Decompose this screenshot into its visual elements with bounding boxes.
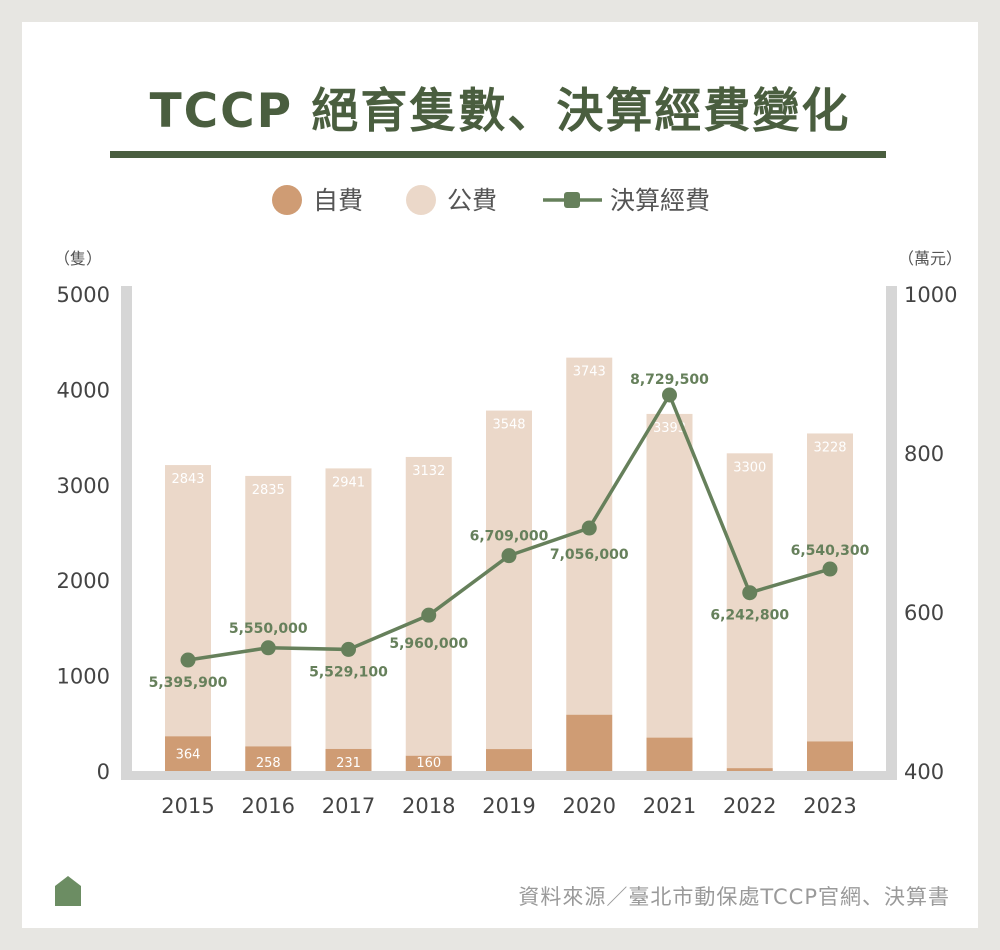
budget-point bbox=[341, 641, 356, 657]
chart-title: TCCP 絕育隻數、決算經費變化 bbox=[149, 84, 851, 139]
bar-self-paid bbox=[245, 746, 292, 771]
legend-marker-budget bbox=[564, 192, 580, 208]
bar-public-paid-label: 2835 bbox=[252, 483, 285, 498]
bar-self-paid bbox=[646, 737, 693, 771]
budget-data-label: 6,242,800 bbox=[710, 608, 789, 624]
bar-self-paid-label: 231 bbox=[336, 756, 361, 771]
bar-self-paid bbox=[807, 741, 853, 771]
bar-public-paid bbox=[486, 410, 532, 750]
budget-point bbox=[662, 387, 677, 403]
bar-public-paid-label: 2941 bbox=[332, 475, 365, 490]
legend-label-public-paid: 公費 bbox=[447, 186, 497, 215]
bar-public-paid bbox=[165, 465, 211, 737]
y2-tick-label: 400 bbox=[904, 760, 944, 784]
budget-data-label: 5,529,100 bbox=[309, 664, 388, 680]
bar-self-paid bbox=[486, 749, 532, 771]
y-tick-label: 1000 bbox=[57, 665, 110, 689]
bar-public-paid bbox=[405, 456, 452, 756]
x-tick-label: 2016 bbox=[242, 794, 295, 818]
bar-public-paid bbox=[807, 433, 853, 742]
bar-public-paid bbox=[245, 475, 292, 747]
bar-self-paid bbox=[165, 736, 211, 771]
y2-tick-label: 800 bbox=[904, 442, 944, 466]
bar-public-paid-label: 2843 bbox=[171, 472, 204, 487]
bar-public-paid-label: 3393 bbox=[653, 421, 686, 436]
bar-public-paid-label: 3548 bbox=[492, 418, 525, 433]
x-tick-label: 2023 bbox=[803, 794, 856, 818]
budget-point bbox=[180, 652, 196, 668]
x-tick-label: 2020 bbox=[563, 794, 616, 818]
bar-public-paid-label: 3132 bbox=[412, 464, 445, 479]
title-underline bbox=[110, 151, 886, 158]
budget-data-label: 6,709,000 bbox=[470, 529, 549, 545]
budget-data-label: 8,729,500 bbox=[630, 372, 709, 388]
budget-data-label: 6,540,300 bbox=[791, 543, 870, 559]
bar-public-paid bbox=[325, 468, 372, 749]
x-tick-label: 2017 bbox=[322, 794, 375, 818]
bar-self-paid bbox=[325, 748, 372, 771]
y-tick-label: 5000 bbox=[57, 283, 110, 307]
bar-self-paid bbox=[726, 768, 773, 771]
budget-data-label: 5,395,900 bbox=[149, 675, 228, 691]
bar-public-paid bbox=[646, 413, 693, 738]
y2-axis-unit-label: （萬元） bbox=[898, 249, 962, 268]
bar-self-paid-label: 160 bbox=[416, 756, 441, 771]
budget-point bbox=[421, 607, 437, 623]
legend-label-budget: 決算經費 bbox=[610, 186, 710, 215]
bar-self-paid-label: 364 bbox=[176, 747, 201, 762]
y-tick-label: 3000 bbox=[57, 474, 110, 498]
legend-swatch-public-paid bbox=[406, 185, 436, 215]
x-tick-label: 2022 bbox=[723, 794, 776, 818]
bar-self-paid-label: 258 bbox=[256, 756, 281, 771]
bar-self-paid bbox=[566, 714, 613, 771]
bar-public-paid-label: 3743 bbox=[573, 365, 606, 380]
right-axis-line bbox=[886, 286, 897, 778]
left-axis-line bbox=[121, 286, 132, 778]
y-tick-label: 2000 bbox=[57, 569, 110, 593]
legend-label-self-paid: 自費 bbox=[313, 186, 363, 215]
x-axis-line bbox=[121, 771, 897, 780]
bar-public-paid-label: 3300 bbox=[733, 460, 766, 475]
budget-point bbox=[581, 520, 597, 536]
bar-self-paid bbox=[405, 755, 452, 771]
budget-point bbox=[501, 548, 517, 564]
y-tick-label: 0 bbox=[97, 760, 110, 784]
legend-swatch-self-paid bbox=[272, 185, 302, 215]
x-tick-label: 2021 bbox=[643, 794, 696, 818]
home-icon bbox=[55, 876, 81, 906]
bar-public-paid bbox=[726, 453, 773, 769]
y-tick-label: 4000 bbox=[57, 378, 110, 402]
x-tick-label: 2018 bbox=[402, 794, 455, 818]
x-tick-label: 2019 bbox=[482, 794, 535, 818]
budget-point bbox=[260, 640, 276, 656]
y2-tick-label: 1000 bbox=[904, 283, 957, 307]
budget-data-label: 7,056,000 bbox=[550, 547, 629, 563]
y2-tick-label: 600 bbox=[904, 601, 944, 625]
bar-public-paid-label: 3228 bbox=[813, 440, 846, 455]
x-tick-label: 2015 bbox=[161, 794, 214, 818]
budget-data-label: 5,960,000 bbox=[389, 636, 468, 652]
budget-point bbox=[742, 585, 758, 601]
budget-data-label: 5,550,000 bbox=[229, 621, 308, 637]
source-note: 資料來源／臺北市動保處TCCP官網、決算書 bbox=[518, 885, 950, 909]
bar-public-paid bbox=[566, 357, 613, 715]
budget-point bbox=[822, 561, 838, 577]
y-axis-unit-label: （隻） bbox=[54, 249, 102, 268]
